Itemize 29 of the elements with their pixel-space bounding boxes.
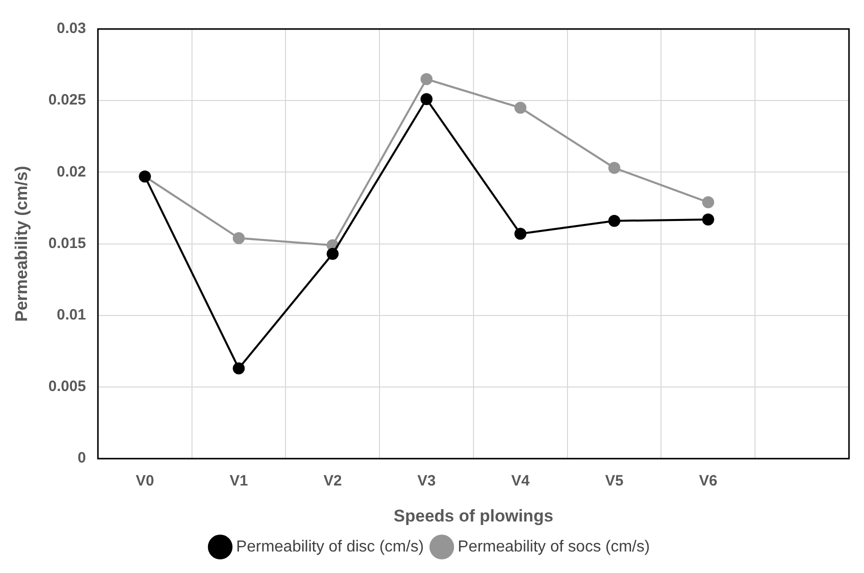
y-tick-label: 0 (78, 450, 86, 467)
point (420, 93, 433, 106)
point (514, 228, 526, 240)
legend-label: Permeability of socs (cm/s) (458, 538, 650, 556)
y-axis-title: Permeability (cm/s) (12, 166, 31, 322)
x-tick-label: V0 (136, 472, 154, 490)
point (232, 232, 245, 244)
y-tick-label: 0.01 (56, 306, 86, 324)
x-axis-title: Speeds of plowings (394, 506, 554, 526)
point (608, 214, 620, 227)
point (702, 213, 714, 226)
legend-label: Permeability of disc (cm/s) (236, 538, 424, 556)
y-tick-label: 0.005 (48, 378, 86, 396)
y-tick-label: 0.03 (56, 20, 86, 38)
y-tick-label: 0.02 (56, 163, 86, 180)
x-tick-label: V4 (511, 472, 530, 490)
x-tick-label: V6 (698, 472, 718, 490)
y-tick-label: 0.025 (48, 92, 86, 109)
x-tick-label: V3 (417, 472, 436, 490)
point (702, 196, 714, 208)
x-tick-label: V2 (323, 472, 342, 490)
x-tick-label: V5 (605, 472, 624, 490)
x-tick-label: V1 (230, 472, 248, 490)
point (326, 248, 339, 260)
point (608, 162, 620, 174)
point (514, 102, 526, 114)
point (232, 362, 245, 374)
point (420, 73, 433, 86)
y-tick-label: 0.015 (48, 234, 86, 252)
